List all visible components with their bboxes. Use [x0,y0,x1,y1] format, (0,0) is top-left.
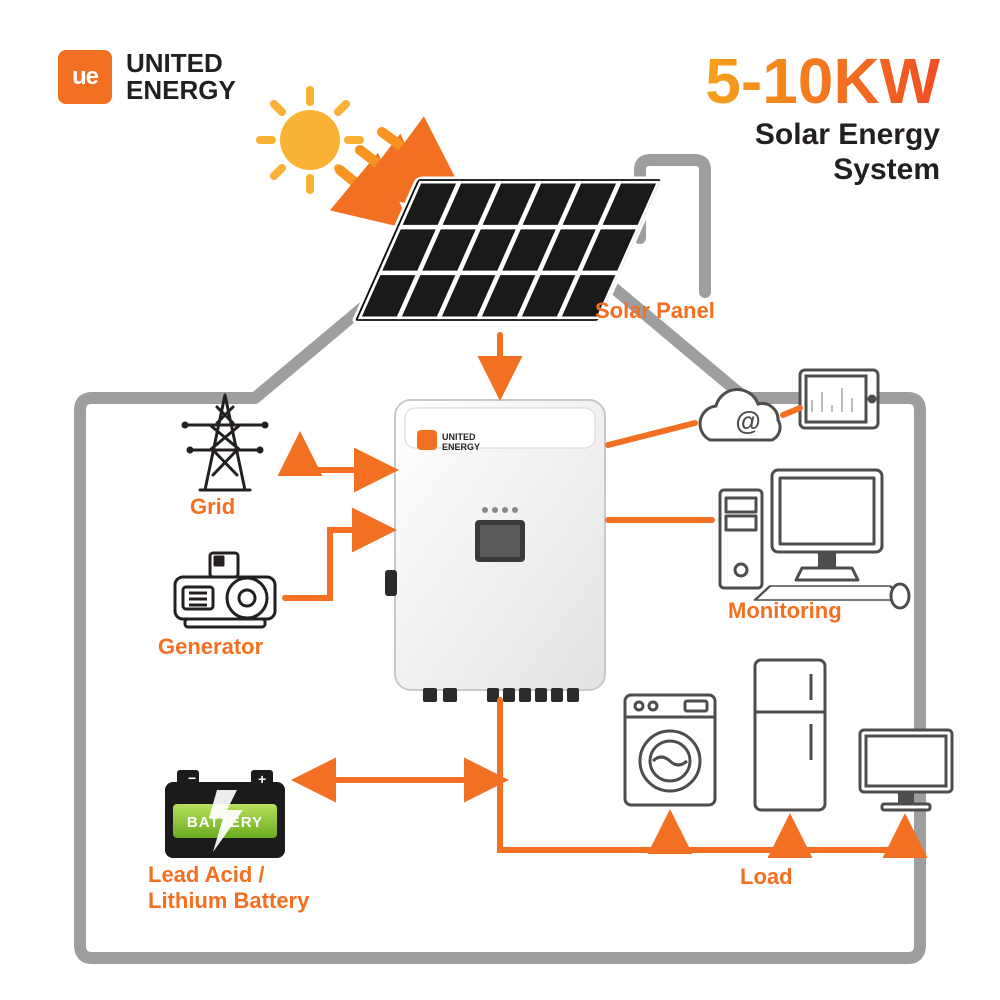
generator-label: Generator [158,634,263,660]
sun-rays [340,132,450,220]
grid-label: Grid [190,494,235,520]
load-label: Load [740,864,793,890]
brand-name: UNITED ENERGY [126,50,236,105]
battery-icon: − + BATTERY [165,770,285,858]
washer-icon [625,695,715,805]
monitoring-label: Monitoring [728,598,842,624]
brand-line1: UNITED [126,50,236,77]
house-outline [80,160,920,958]
title-line2: System [705,153,940,188]
svg-text:+: + [258,771,266,787]
svg-text:−: − [188,770,196,786]
sun-icon [260,90,360,190]
title-block: 5-10KW Solar Energy System [705,44,940,187]
generator-icon [175,553,275,627]
svg-text:UNITED: UNITED [442,432,476,442]
battery-label: Lead Acid / Lithium Battery [148,862,309,914]
svg-text:ENERGY: ENERGY [442,442,480,452]
desktop-icon [720,470,909,608]
cloud-at-symbol: @ [735,406,760,436]
brand-line2: ENERGY [126,77,236,104]
fridge-icon [755,660,825,810]
title-kw: 5-10KW [705,44,940,118]
brand-badge-text: ue [72,63,98,91]
solar-panel-label: Solar Panel [595,298,715,324]
brand-badge: ue [58,50,112,104]
battery-label-l2: Lithium Battery [148,888,309,914]
inverter-icon: UNITED ENERGY [385,400,605,702]
battery-badge-text: BATTERY [187,814,263,831]
title-line1: Solar Energy [705,118,940,153]
monitor-icon [860,730,952,810]
tablet-icon [800,370,878,428]
connections [285,335,905,850]
battery-label-l1: Lead Acid / [148,862,309,888]
cloud-icon [700,389,780,440]
brand-logo: ue UNITED ENERGY [58,50,236,105]
grid-tower-icon [183,395,267,490]
